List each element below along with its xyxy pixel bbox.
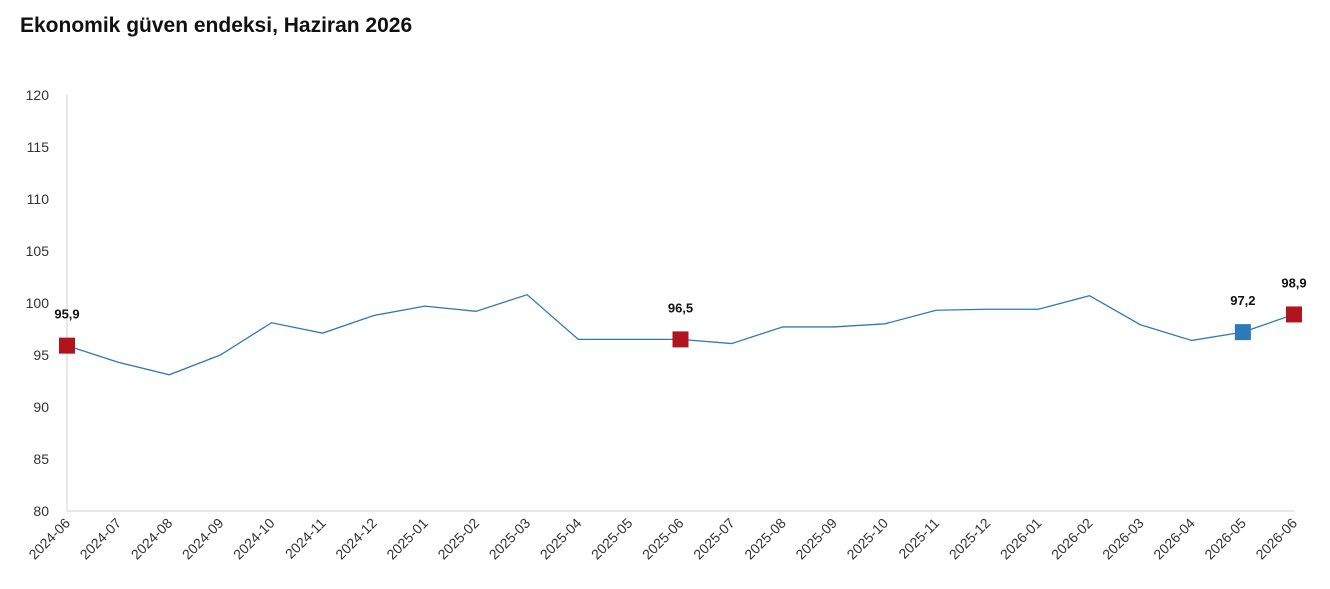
y-tick-label: 95 <box>33 347 49 363</box>
x-tick-label: 2025-01 <box>383 515 431 563</box>
x-tick-label: 2025-09 <box>792 515 840 563</box>
y-tick-label: 110 <box>27 191 50 207</box>
x-tick-label: 2025-05 <box>588 515 636 563</box>
x-tick-label: 2024-12 <box>332 515 380 563</box>
data-point-marker <box>59 337 75 354</box>
x-tick-label: 2024-08 <box>128 515 176 563</box>
x-tick-label: 2025-11 <box>895 515 942 562</box>
data-label: 95,9 <box>54 307 79 322</box>
y-tick-label: 120 <box>26 87 50 103</box>
y-tick-label: 85 <box>33 451 49 467</box>
x-tick-label: 2025-03 <box>486 515 534 563</box>
data-point-marker <box>1234 324 1251 341</box>
x-tick-label: 2026-01 <box>997 515 1045 563</box>
data-point-marker <box>1286 306 1302 323</box>
data-label: 96,5 <box>668 300 693 315</box>
y-tick-label: 115 <box>27 139 50 155</box>
x-tick-label: 2026-02 <box>1048 515 1096 563</box>
x-tick-label: 2025-08 <box>741 515 789 563</box>
x-tick-label: 2025-07 <box>690 515 738 563</box>
x-tick-label: 2025-06 <box>639 515 687 563</box>
x-tick-label: 2025-12 <box>946 515 994 563</box>
data-label: 98,9 <box>1281 275 1306 290</box>
data-label: 97,2 <box>1230 293 1255 308</box>
data-point-marker <box>672 331 689 348</box>
y-tick-label: 105 <box>26 243 50 259</box>
x-tick-label: 2025-04 <box>537 515 585 563</box>
x-tick-label: 2026-06 <box>1252 515 1300 563</box>
x-tick-label: 2026-03 <box>1099 515 1147 563</box>
y-tick-label: 90 <box>33 399 49 415</box>
chart-title: Ekonomik güven endeksi, Haziran 2026 <box>20 14 413 37</box>
y-tick-label: 80 <box>33 503 49 519</box>
x-tick-label: 2024-07 <box>77 515 125 563</box>
x-tick-label: 2024-11 <box>282 515 329 562</box>
x-tick-label: 2024-10 <box>230 515 278 563</box>
x-tick-label: 2024-09 <box>179 515 227 563</box>
x-tick-label: 2025-02 <box>434 515 482 563</box>
x-tick-label: 2026-04 <box>1150 515 1198 563</box>
x-tick-label: 2026-05 <box>1201 515 1249 563</box>
y-tick-label: 100 <box>26 295 50 311</box>
x-tick-label: 2025-10 <box>843 515 891 563</box>
x-tick-label: 2024-06 <box>25 515 73 563</box>
